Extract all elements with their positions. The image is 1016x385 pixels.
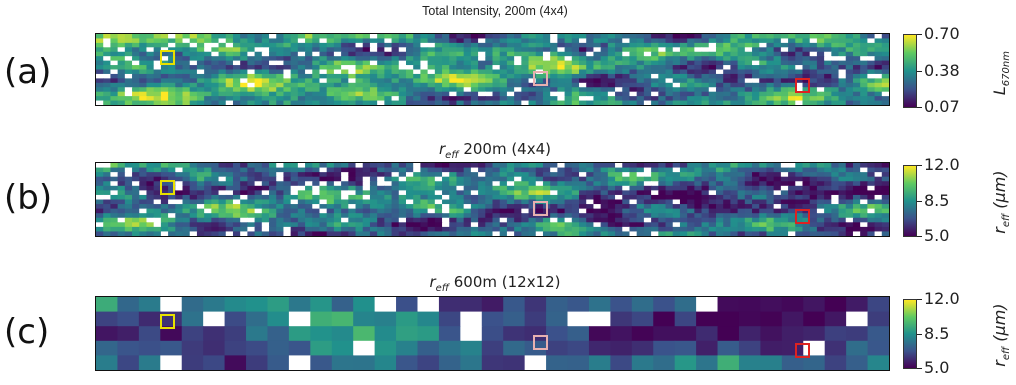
colorbar-c-label: reff (μm): [989, 303, 1013, 367]
colorbar-a-label: L670nm: [989, 51, 1013, 96]
panel-c-title: reff 600m (12x12): [429, 273, 561, 294]
panel-a-label: (a): [4, 52, 52, 92]
colorbar-c-tick-max: 12.0: [924, 289, 960, 308]
heatmap-panel-b: [95, 162, 890, 237]
panel-b-label: (b): [4, 178, 53, 218]
colorbar-a-tick-min: 0.07: [924, 97, 960, 116]
colorbar-b-label: reff (μm): [989, 170, 1013, 234]
panel-a-title: Total Intensity, 200m (4x4): [422, 4, 568, 18]
colorbar-a-tick-mid: 0.38: [924, 61, 960, 80]
panel-c-label: (c): [4, 312, 50, 352]
location-marker-3: [794, 208, 810, 224]
colorbar-a-tick-max: 0.70: [924, 24, 960, 43]
colorbar-a: [903, 34, 917, 108]
location-marker-1: [160, 50, 176, 66]
location-marker-2: [533, 201, 549, 217]
location-marker-3: [794, 78, 810, 94]
colorbar-c-tick-mid: 8.5: [924, 324, 950, 343]
location-marker-3: [794, 342, 810, 358]
location-marker-1: [160, 314, 176, 330]
colorbar-b-tick-min: 5.0: [924, 226, 950, 245]
location-marker-2: [533, 335, 549, 351]
location-marker-2: [533, 71, 549, 87]
colorbar-c: [903, 299, 917, 369]
panel-b-title: reff 200m (4x4): [439, 140, 551, 161]
colorbar-b: [903, 165, 917, 237]
heatmap-panel-c: [95, 296, 890, 371]
colorbar-c-tick-min: 5.0: [924, 358, 950, 377]
heatmap-panel-a: [95, 33, 890, 106]
colorbar-b-tick-mid: 8.5: [924, 191, 950, 210]
colorbar-b-tick-max: 12.0: [924, 155, 960, 174]
location-marker-1: [160, 180, 176, 196]
